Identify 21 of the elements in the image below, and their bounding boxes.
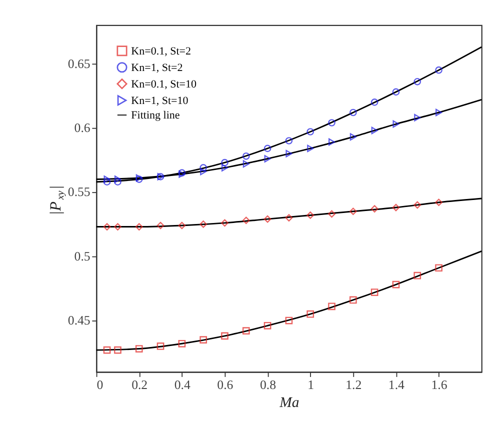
y-tick-label: 0.5 <box>74 249 90 264</box>
x-tick-label: 1.6 <box>431 378 448 392</box>
x-tick-label: 1.4 <box>388 378 406 392</box>
x-tick-label: 1 <box>308 378 314 392</box>
x-tick-label: 0.2 <box>132 378 148 392</box>
legend-label: Kn=0.1, St=2 <box>131 46 191 58</box>
x-tick-label: 1.2 <box>346 378 362 392</box>
x-tick-label: 0.8 <box>260 378 276 392</box>
legend-label: Fitting line <box>131 110 180 122</box>
y-tick-label: 0.45 <box>68 314 90 328</box>
legend-label: Kn=1, St=2 <box>131 62 183 74</box>
y-axis-title: |Pxy| <box>48 185 66 216</box>
y-tick-label: 0.6 <box>74 121 91 136</box>
x-tick-label: 0 <box>96 378 104 392</box>
y-tick-label: 0.65 <box>68 56 90 71</box>
x-axis-title: Ma <box>278 395 300 412</box>
legend-label: Kn=1, St=10 <box>131 95 189 108</box>
x-tick-label: 0.4 <box>174 378 191 392</box>
legend-label: Kn=0.1, St=10 <box>131 78 197 91</box>
x-tick-label: 0.6 <box>217 378 234 392</box>
y-tick-label: 0.55 <box>68 185 90 200</box>
